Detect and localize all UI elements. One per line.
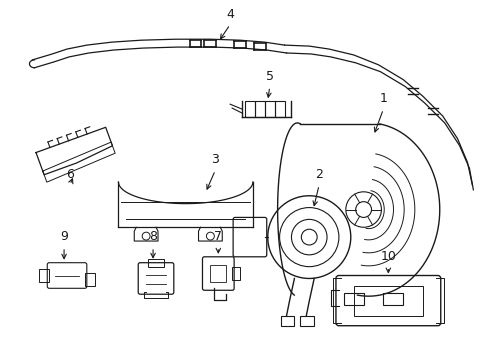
Text: 1: 1 — [379, 92, 386, 105]
Text: 9: 9 — [60, 230, 68, 243]
Text: 8: 8 — [149, 230, 157, 243]
Bar — [210, 265, 226, 282]
Bar — [244, 101, 254, 117]
Bar — [383, 293, 402, 305]
Bar — [343, 293, 363, 305]
Text: 7: 7 — [214, 230, 222, 243]
Bar — [232, 267, 240, 280]
Bar — [274, 101, 284, 117]
Text: 10: 10 — [380, 250, 395, 263]
Bar — [39, 269, 49, 282]
Text: 6: 6 — [66, 168, 74, 181]
Bar — [280, 316, 294, 326]
Text: 4: 4 — [226, 8, 234, 21]
Bar — [300, 316, 314, 326]
Text: 3: 3 — [211, 153, 219, 166]
Bar — [84, 273, 95, 286]
Bar — [148, 259, 163, 267]
Text: 2: 2 — [315, 168, 323, 181]
Bar — [264, 101, 274, 117]
Bar — [353, 286, 422, 316]
Bar — [254, 101, 264, 117]
Text: 5: 5 — [265, 69, 273, 82]
